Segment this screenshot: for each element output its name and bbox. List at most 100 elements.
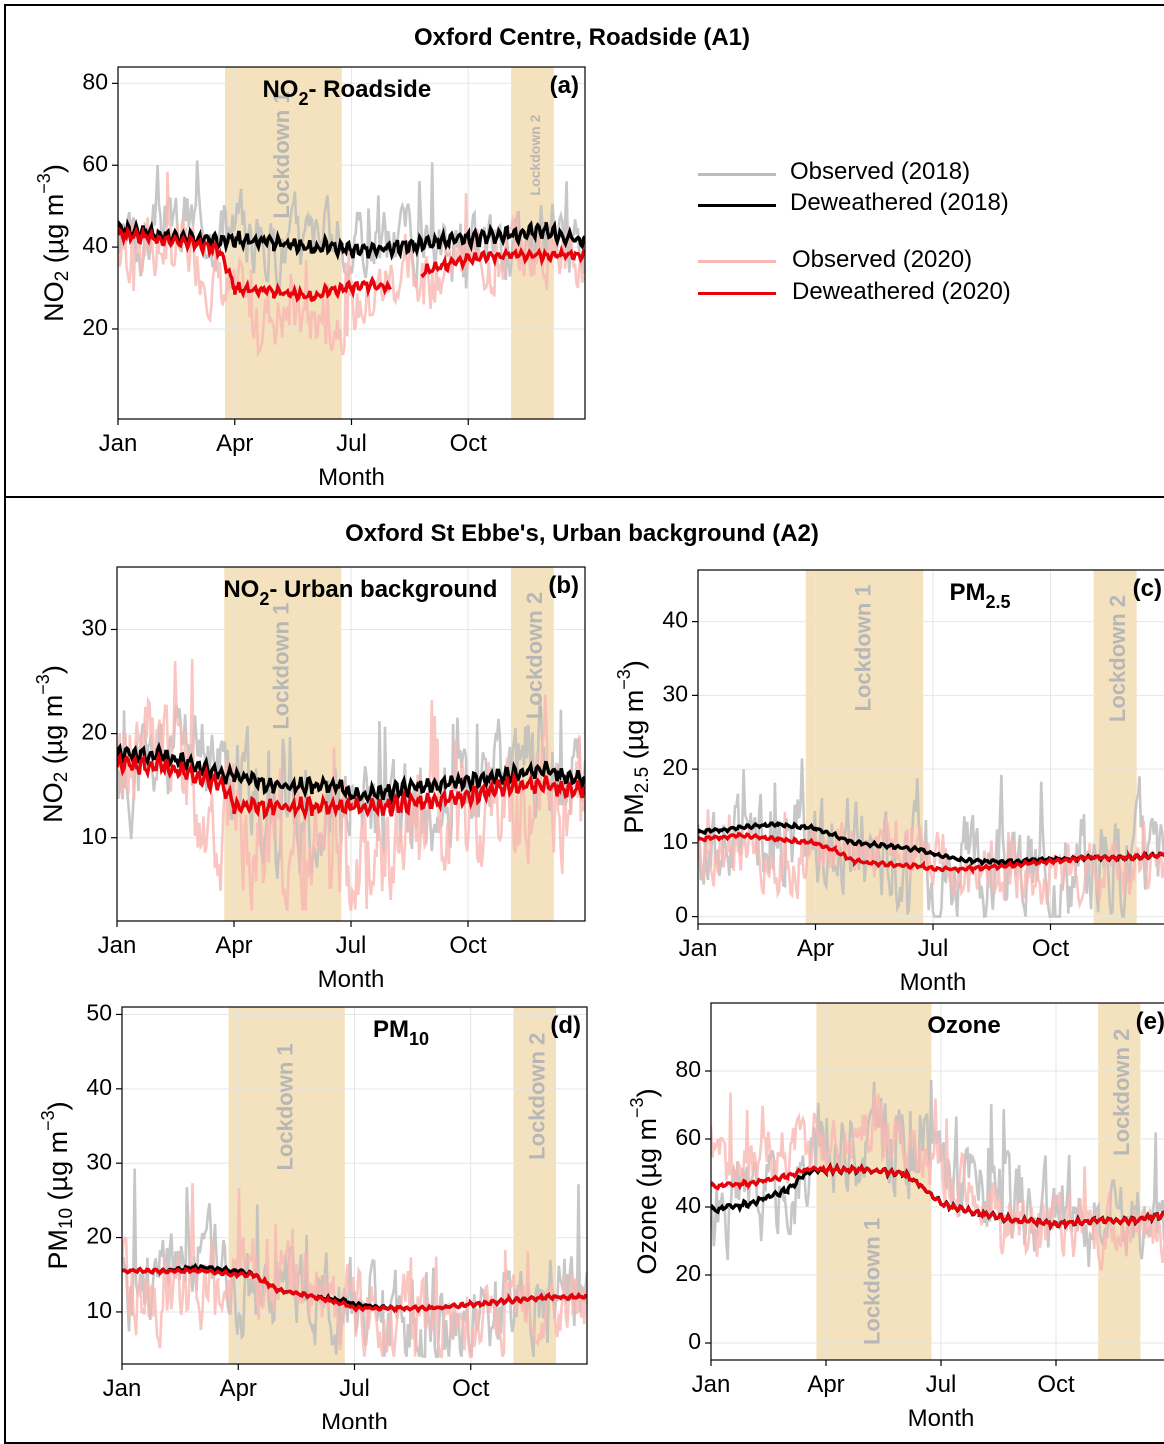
plot-area (698, 758, 1164, 919)
y-axis-label: NO2 (µg m−3) (34, 164, 73, 322)
series-deweathered-2020 (420, 244, 585, 279)
x-axis-label: Month (908, 1405, 975, 1429)
y-tick-label: 0 (675, 902, 688, 928)
x-tick-label: Jan (99, 430, 138, 457)
x-axis-label: Month (318, 464, 385, 491)
chart-title: PM2.5 (949, 579, 1010, 612)
y-tick-label: 20 (675, 1260, 701, 1286)
chart-title: NO2- Roadside (262, 76, 431, 109)
y-tick-label: 10 (86, 1297, 112, 1323)
chart-panel-b: Lockdown 1 Lockdown 2 10 20 30 Jan Apr Jul Oct Mo… (33, 566, 586, 993)
y-tick-label: 80 (82, 68, 108, 94)
panel-label: (c) (1133, 575, 1162, 602)
x-tick-label: Oct (450, 430, 488, 457)
lockdown-label-1: Lockdown 1 (273, 1043, 298, 1170)
legend-label-observed-2020: Observed (2020) (792, 246, 973, 273)
legend-swatch-deweathered-2020 (698, 292, 776, 295)
chart-panel-a: Lockdown 1 Lockdown 2 20 40 60 80 Jan Apr Jul Oct… (34, 66, 586, 491)
y-tick-label: 30 (81, 615, 107, 641)
x-tick-label: Oct (1037, 1371, 1075, 1398)
lockdown-band-1 (228, 1007, 345, 1364)
section-title-a2: Oxford St Ebbe's, Urban background (A2) (345, 520, 819, 547)
x-tick-label: Apr (807, 1371, 844, 1398)
x-tick-label: Jul (336, 932, 367, 959)
y-tick-label: 60 (675, 1124, 701, 1150)
series-observed-2020 (117, 659, 585, 911)
series-observed-2020 (698, 809, 1164, 910)
y-tick-label: 20 (86, 1223, 112, 1249)
legend-swatch-observed-2020 (698, 260, 776, 263)
legend-swatch-deweathered-2018 (698, 204, 776, 207)
x-tick-label: Jul (339, 1375, 370, 1402)
lockdown-label-1: Lockdown 1 (860, 1218, 885, 1345)
chart-title: PM10 (373, 1016, 429, 1049)
series-deweathered-2020 (698, 832, 1164, 875)
lockdown-label-2: Lockdown 2 (527, 114, 543, 195)
x-tick-label: Apr (220, 1375, 257, 1402)
x-tick-label: Oct (449, 932, 487, 959)
y-tick-label: 60 (82, 150, 108, 176)
y-tick-label: 10 (662, 828, 688, 854)
plot-area (711, 1079, 1164, 1271)
x-axis-label: Month (318, 966, 385, 993)
y-axis-label: NO2 (µg m−3) (33, 665, 72, 823)
y-tick-label: 40 (86, 1074, 112, 1100)
panel-label: (a) (550, 72, 579, 99)
lockdown-label-2: Lockdown 2 (1109, 1029, 1134, 1156)
chart-panel-d: Lockdown 1 Lockdown 2 10 20 30 40 50 Jan Apr Jul O… (38, 1000, 588, 1429)
lockdown-label-1: Lockdown 1 (269, 603, 294, 730)
y-tick-label: 20 (662, 754, 688, 780)
panel-label: (b) (548, 572, 579, 599)
x-tick-label: Jan (98, 932, 137, 959)
series-deweathered-2020 (711, 1163, 1164, 1230)
panel-label: (d) (550, 1012, 581, 1039)
series-deweathered-2020 (117, 750, 585, 821)
x-tick-label: Apr (797, 935, 834, 962)
y-axis-label: PM10 (µg m−3) (38, 1101, 77, 1269)
series-observed-2018 (698, 758, 1164, 919)
y-tick-label: 0 (688, 1328, 701, 1354)
y-tick-label: 80 (675, 1056, 701, 1082)
legend-label-deweathered-2018: Deweathered (2018) (790, 189, 1009, 216)
y-tick-label: 40 (82, 232, 108, 258)
chart-title: Ozone (927, 1012, 1000, 1039)
chart-title: NO2- Urban background (223, 576, 497, 609)
panel-label: (e) (1136, 1008, 1164, 1035)
series-observed-2018 (117, 693, 585, 879)
lockdown-label-2: Lockdown 2 (1105, 595, 1130, 722)
y-axis-label: Ozone (µg m−3) (627, 1088, 662, 1274)
plot-area (122, 1168, 587, 1358)
x-axis-label: Month (900, 969, 967, 996)
lockdown-label-1: Lockdown 1 (850, 584, 875, 711)
x-tick-label: Jul (926, 1371, 957, 1398)
y-tick-label: 30 (662, 680, 688, 706)
x-tick-label: Jan (692, 1371, 731, 1398)
x-tick-label: Jul (336, 430, 367, 457)
y-tick-label: 20 (81, 719, 107, 745)
y-tick-label: 20 (82, 314, 108, 340)
lockdown-band-2 (1098, 1003, 1141, 1360)
x-tick-label: Jan (103, 1375, 142, 1402)
y-axis-label: PM2.5 (µg m−3) (614, 660, 653, 834)
legend-label-deweathered-2020: Deweathered (2020) (792, 278, 1011, 305)
y-tick-label: 10 (81, 823, 107, 849)
series-observed-2020 (711, 1092, 1164, 1271)
section-divider (4, 496, 1164, 498)
y-tick-label: 40 (662, 607, 688, 633)
series-deweathered-2020 (118, 225, 392, 303)
legend-label-observed-2018: Observed (2018) (790, 158, 971, 185)
series-deweathered-2018 (117, 741, 585, 806)
x-tick-label: Apr (216, 430, 253, 457)
chart-panel-e: Lockdown 1 Lockdown 2 0 20 40 60 80 Jan Apr Jul Oc… (627, 1002, 1164, 1429)
x-tick-label: Jul (918, 935, 949, 962)
chart-panel-c: Lockdown 1 Lockdown 2 0 10 20 30 40 Jan Apr Jul Oc… (614, 569, 1164, 996)
lockdown-label-1: Lockdown 1 (269, 91, 294, 218)
section-title-a1: Oxford Centre, Roadside (A1) (413, 24, 751, 51)
lockdown-label-2: Lockdown 2 (525, 1033, 550, 1160)
x-tick-label: Jan (679, 935, 718, 962)
legend-swatch-observed-2018 (698, 173, 776, 176)
plot-area (117, 659, 585, 911)
plot-area (118, 160, 585, 358)
y-tick-label: 30 (86, 1148, 112, 1174)
